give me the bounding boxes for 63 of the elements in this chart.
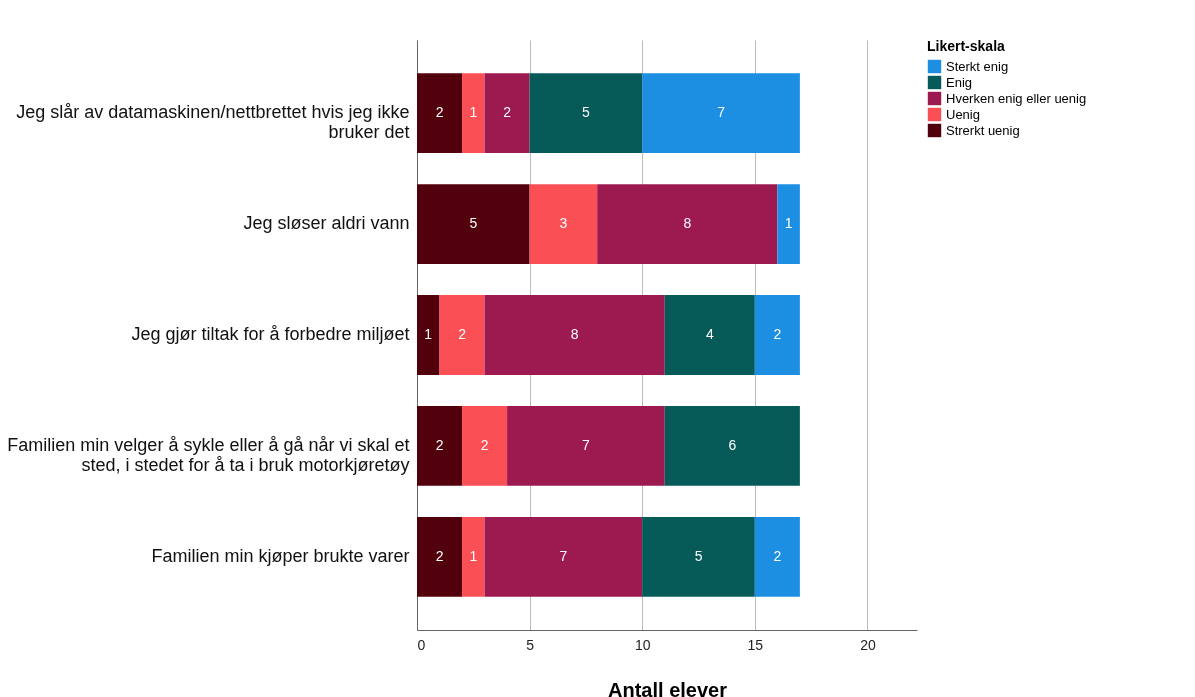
- data-label: 7: [582, 436, 591, 453]
- x-tick-label: 0: [417, 636, 426, 653]
- y-tick-label: Familien min kjøper brukte varer: [151, 545, 410, 566]
- data-label: 2: [435, 547, 444, 564]
- bar: [417, 405, 463, 486]
- x-axis-title: Antall elever: [608, 678, 728, 697]
- bar: [597, 184, 778, 265]
- data-label: 2: [458, 326, 467, 342]
- bar: [507, 405, 665, 486]
- data-label: 2: [435, 436, 444, 453]
- legend-label: Strerkt uenig: [946, 122, 1020, 138]
- data-label: 8: [683, 215, 692, 232]
- data-label: 2: [773, 326, 782, 342]
- data-label: 7: [717, 104, 726, 121]
- bar: [754, 516, 800, 597]
- legend-label: Enig: [946, 74, 973, 90]
- bar: [484, 516, 643, 597]
- bar: [462, 73, 485, 154]
- bar: [417, 184, 530, 265]
- legend-title: Likert-skala: [927, 38, 1006, 54]
- bar: [484, 73, 530, 154]
- y-tick-label: Jeg sløser aldri vann: [243, 213, 410, 234]
- x-tick-label: 20: [860, 636, 876, 653]
- data-label: 2: [480, 436, 489, 453]
- data-label: 4: [705, 326, 714, 342]
- y-tick-label: Familien min velger å sykle eller å gå når vi skal et sted, i stedet for å ta i bruk motorkjøretøy: [7, 434, 410, 475]
- bar: [642, 73, 800, 154]
- data-label: 2: [435, 104, 444, 121]
- x-tick-label: 10: [634, 636, 651, 653]
- bar: [417, 73, 463, 154]
- x-tick-label: 15: [747, 636, 764, 653]
- x-tick-label: 5: [526, 636, 535, 653]
- data-label: 7: [559, 547, 568, 564]
- data-label: 1: [469, 547, 478, 564]
- data-label: 1: [469, 104, 478, 121]
- y-tick-label: Jeg slår av datamaskinen/nettbrettet hvis jeg ikke bruker det: [16, 102, 410, 143]
- legend-label: Uenig: [946, 106, 980, 122]
- legend-label: Sterkt enig: [946, 58, 1009, 74]
- data-label: 3: [559, 215, 568, 232]
- bar: [529, 184, 598, 265]
- bar: [462, 516, 485, 597]
- data-label: 6: [728, 436, 737, 453]
- bar: [529, 73, 643, 154]
- bar: [754, 295, 800, 375]
- bar: [642, 516, 755, 597]
- y-tick-label: Jeg gjør tiltak for å forbedre miljøet: [131, 324, 410, 344]
- bar: [439, 295, 485, 375]
- bar: [664, 405, 800, 486]
- data-label: 1: [784, 215, 793, 232]
- data-label: 2: [503, 104, 512, 121]
- data-label: 5: [582, 104, 591, 121]
- bar: [462, 405, 508, 486]
- bar: [484, 295, 665, 375]
- data-label: 5: [469, 215, 478, 232]
- bar: [664, 295, 755, 375]
- bar: [777, 184, 800, 265]
- bar: [417, 295, 440, 375]
- data-label: 1: [424, 326, 433, 342]
- data-label: 5: [694, 547, 703, 564]
- bar: [417, 516, 463, 597]
- data-label: 2: [773, 547, 782, 564]
- data-label: 8: [570, 326, 579, 342]
- legend-label: Hverken enig eller uenig: [946, 90, 1087, 106]
